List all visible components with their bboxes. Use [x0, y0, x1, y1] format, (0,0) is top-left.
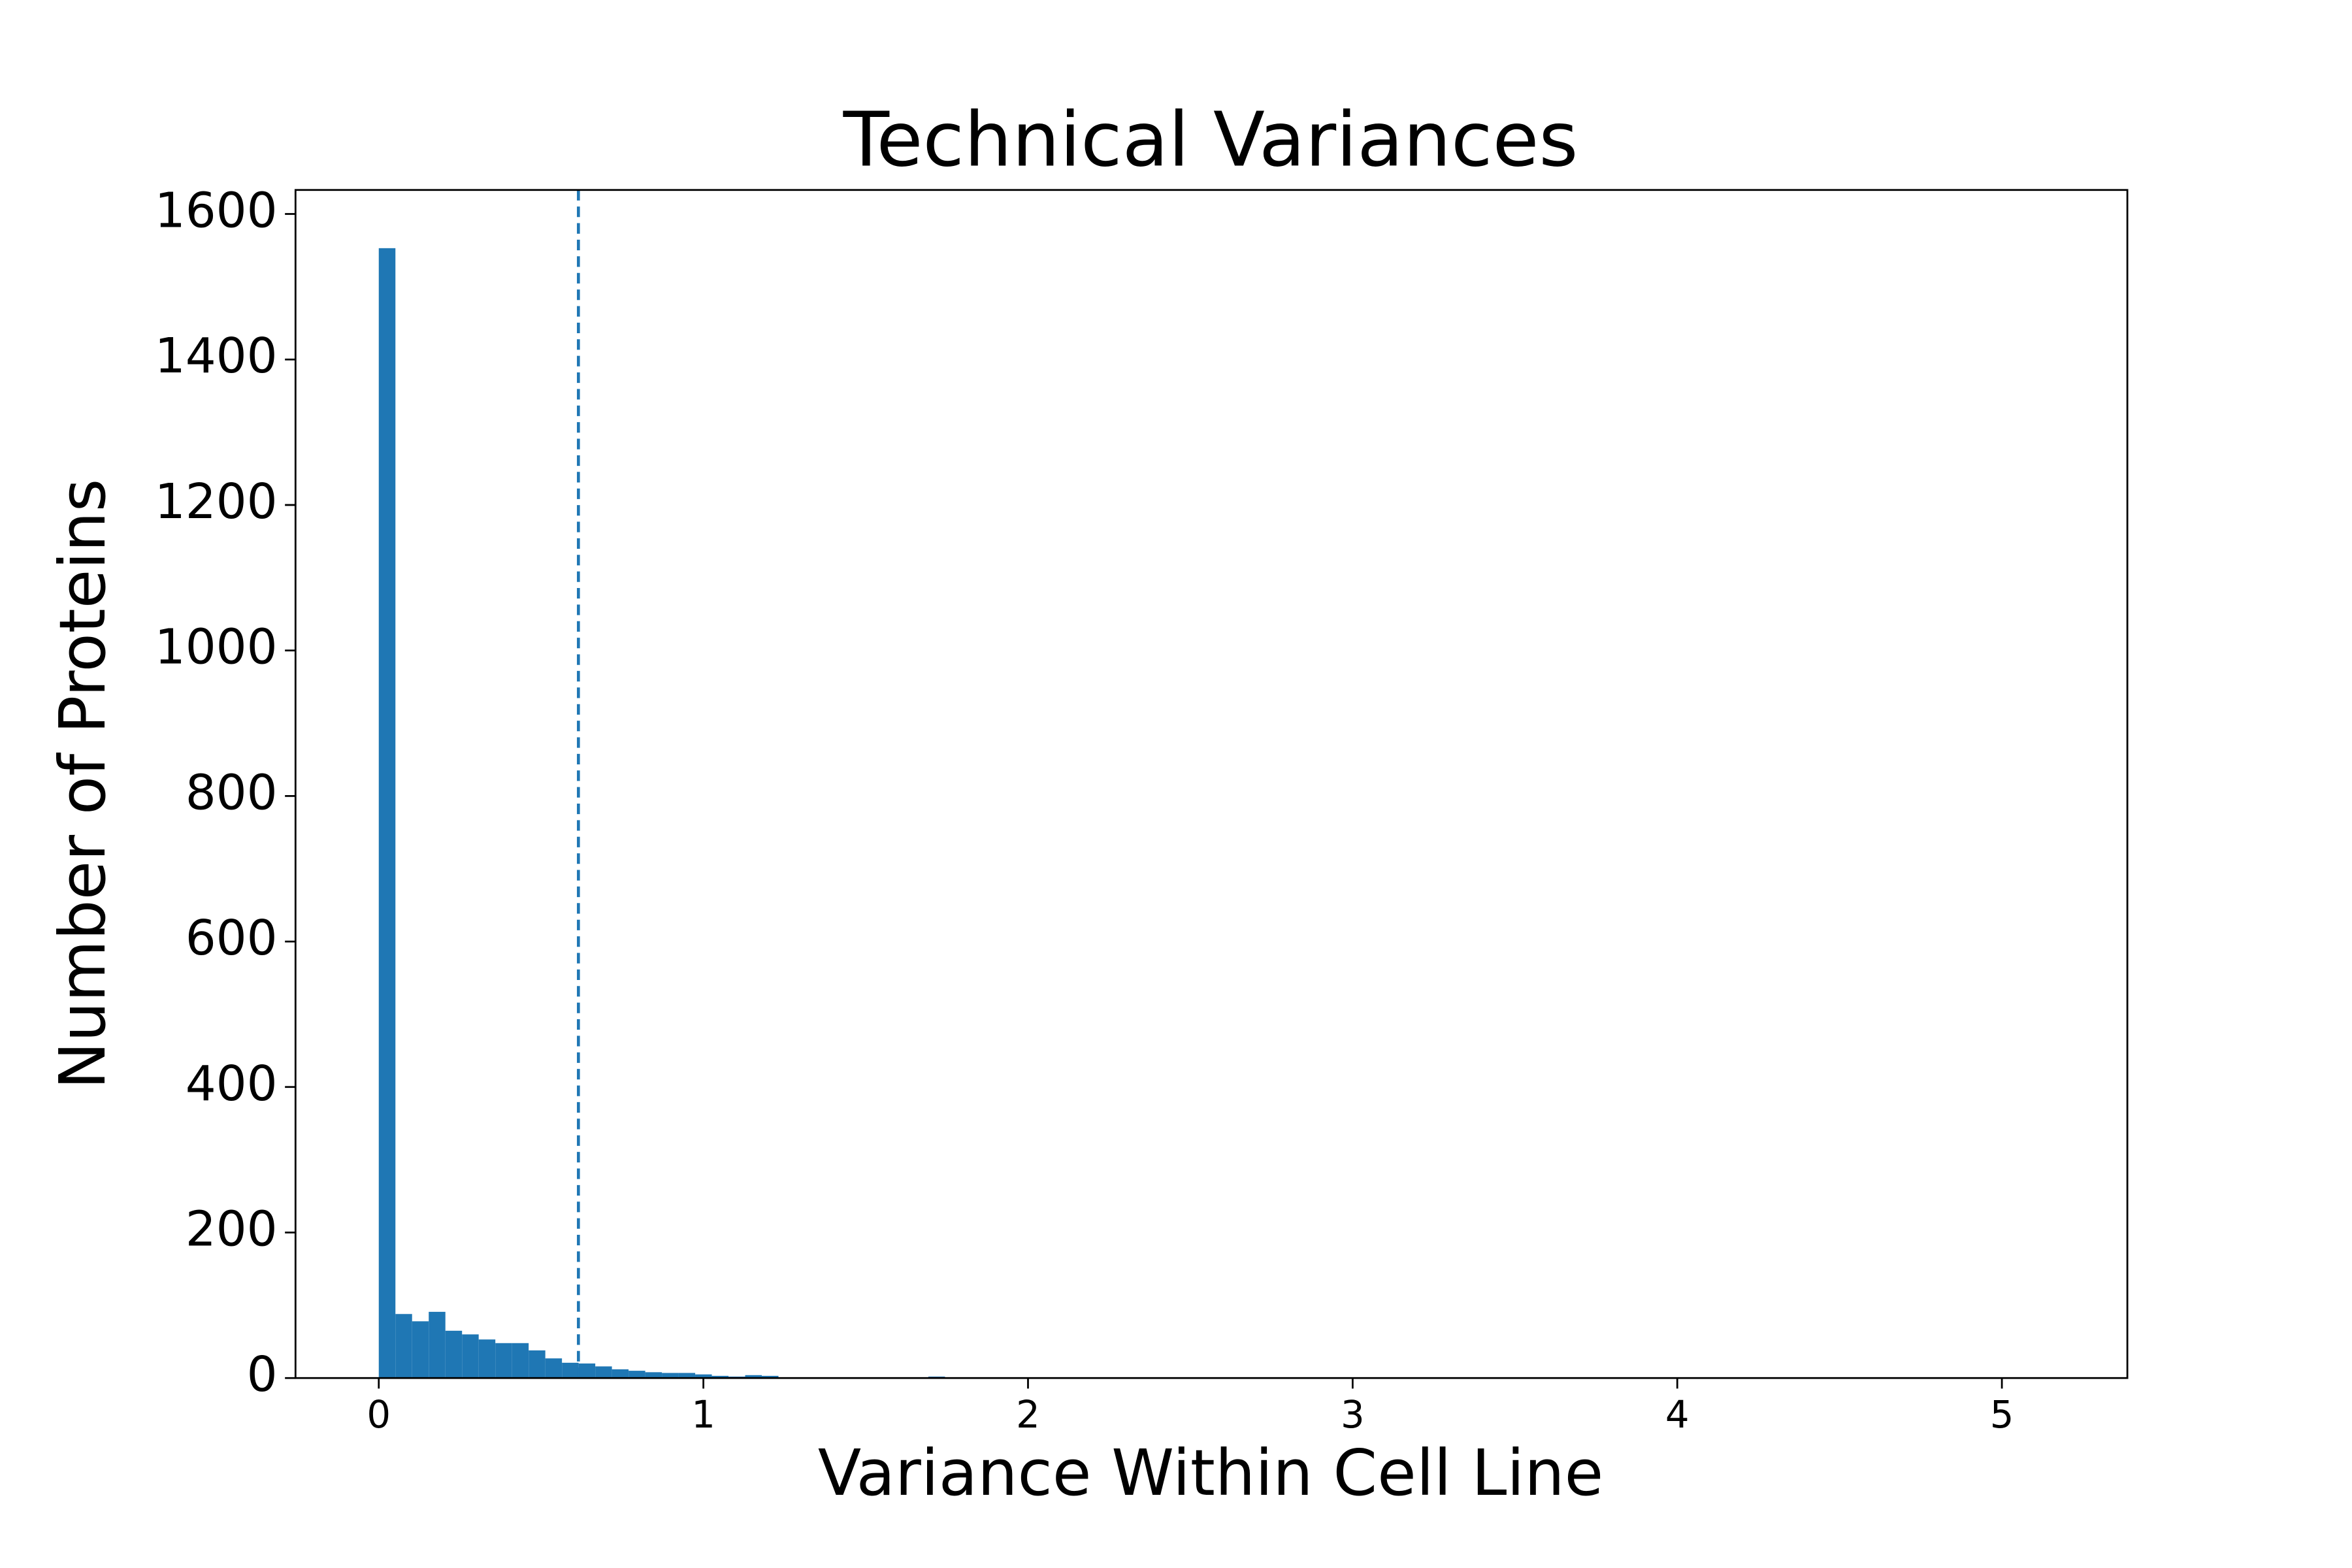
y-axis-label: Number of Proteins — [46, 479, 120, 1089]
y-tick-label: 400 — [186, 1056, 278, 1112]
bar — [629, 1371, 645, 1379]
bar — [495, 1343, 512, 1379]
bar — [395, 1314, 412, 1379]
x-tick-label: 4 — [1665, 1392, 1690, 1437]
y-tick-label: 1600 — [155, 183, 278, 239]
axes-frame — [294, 189, 2129, 1379]
y-tick-label: 1200 — [155, 474, 278, 530]
bar — [412, 1321, 429, 1379]
x-tick-label: 2 — [1016, 1392, 1040, 1437]
y-tick-label: 600 — [186, 910, 278, 966]
bar — [478, 1339, 496, 1379]
bar — [562, 1362, 579, 1379]
bar — [762, 1375, 779, 1379]
bar — [595, 1366, 612, 1379]
bar — [745, 1375, 762, 1379]
x-tick-label: 1 — [691, 1392, 715, 1437]
x-tick-label: 5 — [1990, 1392, 2014, 1437]
bar — [429, 1311, 446, 1379]
bar — [678, 1373, 696, 1379]
bar — [462, 1334, 479, 1379]
y-tick-label: 0 — [247, 1347, 278, 1403]
bar — [545, 1358, 563, 1379]
y-tick-label: 1400 — [155, 328, 278, 384]
bar — [378, 248, 396, 1379]
x-tick-label: 3 — [1341, 1392, 1365, 1437]
bar — [445, 1330, 463, 1379]
bar — [711, 1375, 729, 1379]
bar — [695, 1374, 712, 1379]
x-tick-label: 0 — [367, 1392, 391, 1437]
bar — [578, 1363, 596, 1379]
y-tick-label: 800 — [186, 764, 278, 821]
chart-title: Technical Variances — [843, 96, 1578, 184]
y-tick-label: 200 — [186, 1201, 278, 1258]
bar — [529, 1350, 546, 1379]
bar — [662, 1373, 679, 1379]
bar — [512, 1343, 529, 1379]
x-axis-label: Variance Within Cell Line — [818, 1436, 1603, 1510]
bar — [612, 1369, 629, 1379]
y-tick-label: 1000 — [155, 619, 278, 676]
bar — [645, 1372, 662, 1379]
